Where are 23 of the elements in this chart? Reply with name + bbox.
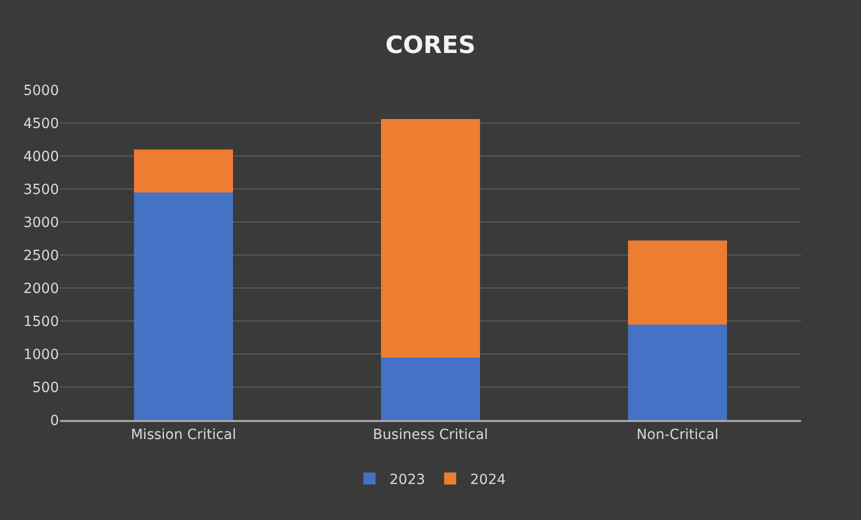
x-tick-label: Non-Critical: [636, 426, 718, 443]
legend-label: 2023: [390, 472, 426, 488]
y-tick-label: 4000: [23, 148, 59, 165]
y-tick-label: 1500: [23, 314, 59, 330]
y-tick-label: 2000: [23, 280, 59, 297]
bar: [381, 357, 480, 420]
x-tick-label: Business Critical: [372, 426, 488, 443]
bar: [381, 119, 480, 358]
bar: [134, 149, 233, 192]
y-tick-label: 4500: [23, 116, 59, 132]
bar: [628, 240, 727, 324]
y-tick-label: 3500: [23, 182, 59, 198]
y-tick-label: 2500: [23, 248, 59, 264]
legend-label: 2024: [470, 472, 506, 488]
y-tick-label: 1000: [23, 346, 59, 363]
bar: [134, 192, 233, 420]
chart-title: CORES: [385, 31, 476, 60]
bar: [628, 324, 727, 420]
y-tick-label: 3000: [23, 214, 59, 231]
y-tick-label: 5000: [23, 82, 59, 99]
y-tick-label: 0: [50, 412, 59, 429]
y-tick-label: 500: [32, 380, 59, 396]
x-tick-label: Mission Critical: [130, 426, 236, 443]
